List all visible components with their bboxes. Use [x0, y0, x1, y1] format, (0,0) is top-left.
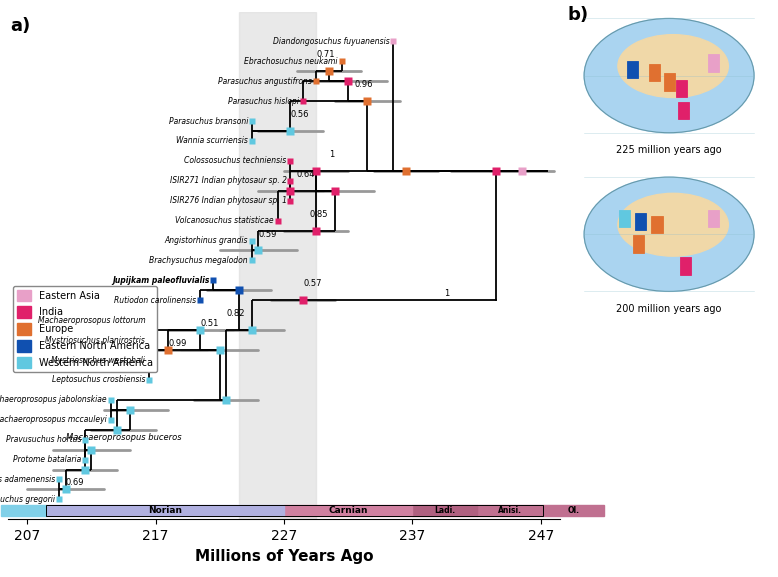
FancyBboxPatch shape: [627, 61, 638, 78]
Text: 0.56: 0.56: [290, 110, 309, 119]
Text: Pravusuchus hortus: Pravusuchus hortus: [5, 435, 81, 444]
FancyBboxPatch shape: [650, 63, 661, 81]
Text: Wannia scurriensis: Wannia scurriensis: [176, 137, 248, 145]
FancyBboxPatch shape: [680, 257, 691, 275]
Text: 0.51: 0.51: [201, 319, 219, 328]
FancyBboxPatch shape: [635, 213, 647, 230]
Text: Machaeroprosopus buceros: Machaeroprosopus buceros: [66, 433, 181, 442]
Text: Volcanosuchus statisticae: Volcanosuchus statisticae: [175, 216, 274, 225]
Text: Smilosuchus adamenensis: Smilosuchus adamenensis: [0, 475, 55, 484]
Bar: [544, 505, 604, 516]
Text: ISIR271 Indian phytosaur sp. 2: ISIR271 Indian phytosaur sp. 2: [170, 177, 286, 185]
Text: 0.99: 0.99: [168, 339, 187, 348]
Text: Smilosuchus gregorii: Smilosuchus gregorii: [0, 495, 55, 504]
X-axis label: Millions of Years Ago: Millions of Years Ago: [194, 549, 373, 564]
Text: Leptosuchus crosbiensis: Leptosuchus crosbiensis: [51, 376, 145, 384]
Text: 0.57: 0.57: [303, 279, 322, 288]
Text: ISIR276 Indian phytosaur sp. 1: ISIR276 Indian phytosaur sp. 1: [170, 196, 286, 205]
Text: 200 million years ago: 200 million years ago: [616, 304, 722, 314]
Text: Machaeroprosopus jabolonskiae: Machaeroprosopus jabolonskiae: [0, 395, 107, 404]
Text: Mystriosuchus westphali: Mystriosuchus westphali: [51, 355, 145, 365]
Ellipse shape: [584, 18, 754, 133]
Text: Ladi.: Ladi.: [434, 507, 455, 515]
Text: Brachysuchus megalodon: Brachysuchus megalodon: [149, 256, 248, 265]
Text: Protome batalaria: Protome batalaria: [12, 455, 81, 464]
Ellipse shape: [618, 35, 728, 98]
Text: Anisi.: Anisi.: [498, 507, 522, 515]
FancyBboxPatch shape: [633, 235, 644, 253]
Bar: [284, 505, 412, 516]
Text: 0.96: 0.96: [355, 80, 373, 89]
Text: 0.85: 0.85: [310, 209, 328, 219]
Text: Norian: Norian: [148, 507, 182, 515]
Bar: [47, 505, 544, 516]
Text: Parasuchus hislopi: Parasuchus hislopi: [229, 96, 300, 106]
Text: Ol.: Ol.: [568, 507, 580, 515]
Text: 0.82: 0.82: [226, 309, 244, 318]
Text: 0.71: 0.71: [316, 50, 335, 59]
Text: Machaeroprosopus lottorum: Machaeroprosopus lottorum: [37, 316, 145, 325]
Bar: [412, 505, 477, 516]
FancyBboxPatch shape: [664, 73, 675, 91]
Text: Parasuchus angustifrons: Parasuchus angustifrons: [219, 77, 312, 86]
FancyBboxPatch shape: [708, 54, 719, 72]
FancyBboxPatch shape: [678, 102, 689, 119]
Text: 0.59: 0.59: [258, 230, 277, 238]
Text: b): b): [568, 6, 589, 24]
Text: Mystriosuchus planirostris: Mystriosuchus planirostris: [45, 336, 145, 344]
Bar: [239, 12, 316, 519]
FancyBboxPatch shape: [619, 209, 630, 227]
FancyBboxPatch shape: [675, 80, 687, 97]
Ellipse shape: [618, 193, 728, 256]
Text: 1: 1: [329, 150, 335, 159]
Text: Rutiodon carolinensis: Rutiodon carolinensis: [114, 296, 197, 305]
Ellipse shape: [584, 177, 754, 291]
Text: Angistorhinus grandis: Angistorhinus grandis: [164, 236, 248, 245]
FancyBboxPatch shape: [651, 216, 663, 234]
Text: 0.64: 0.64: [297, 170, 315, 179]
Text: Machaeroprosopus mccauleyi: Machaeroprosopus mccauleyi: [0, 415, 107, 424]
Text: Colossosuchus techniensis: Colossosuchus techniensis: [184, 156, 286, 166]
Text: Jupijkam paleofluvialis: Jupijkam paleofluvialis: [112, 276, 209, 285]
Text: Ebrachosuchus neukami: Ebrachosuchus neukami: [244, 57, 338, 66]
Text: Diandongosuchus fuyuanensis: Diandongosuchus fuyuanensis: [272, 37, 389, 46]
Bar: [2, 505, 47, 516]
Text: Carnian: Carnian: [328, 507, 368, 515]
Bar: [47, 505, 284, 516]
FancyBboxPatch shape: [708, 209, 719, 227]
Text: Parasuchus bransoni: Parasuchus bransoni: [169, 117, 248, 126]
Legend: Eastern Asia, India, Europe, Eastern North America, Western North America: Eastern Asia, India, Europe, Eastern Nor…: [12, 286, 157, 372]
Text: a): a): [11, 17, 31, 35]
Bar: [477, 505, 544, 516]
Text: 225 million years ago: 225 million years ago: [616, 145, 722, 155]
Text: 0.69: 0.69: [65, 478, 84, 488]
Text: 1: 1: [444, 289, 450, 298]
